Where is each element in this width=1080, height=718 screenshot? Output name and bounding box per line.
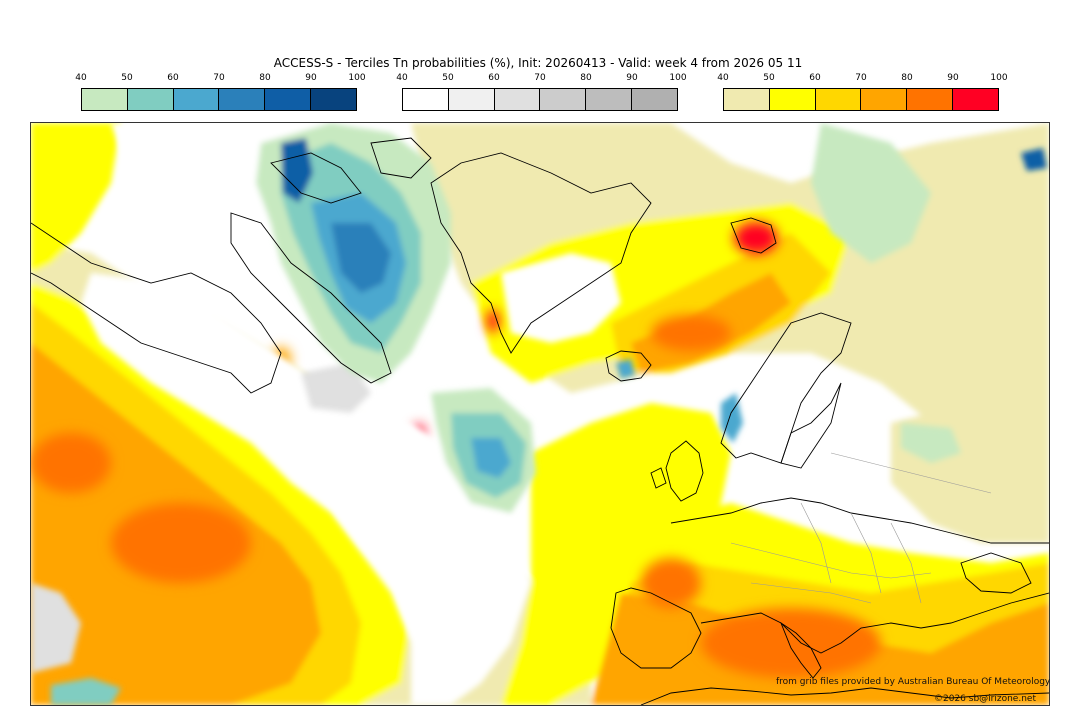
legend-tick: 50 [763,73,775,83]
legend-tick: 100 [990,73,1008,83]
coast-labrador [31,222,282,394]
copyright-credit: ©2026 sb@irizone.net [934,694,1036,704]
legend-tick: 80 [259,73,271,83]
legend-tick: 60 [488,73,500,83]
field-yellow-labrador [31,123,121,273]
hotspot-norway-darkorange [651,315,731,351]
field-white-greenland [501,253,621,343]
legend-swatch [815,89,862,110]
legend-tick: 100 [669,73,687,83]
map-canvas [31,123,1049,705]
legend-swatch [907,89,954,110]
legend-above-normal: 40 50 60 70 80 90 100 [717,73,1008,113]
field-teal-sw [51,678,121,705]
coast-scandinavia [720,312,852,464]
legend-swatch [724,89,770,110]
coast-baltic [780,382,842,469]
legend-tick: 70 [534,73,546,83]
legend-above-normal-ticks: 40 50 60 70 80 90 100 [713,73,1009,85]
coast-black-sea [960,552,1032,594]
hotspot-iberia-darkorange [641,558,701,608]
legend-tick: 80 [580,73,592,83]
hotspot-layer [31,222,881,678]
legend-near-normal: 40 50 60 70 80 90 100 [396,73,687,113]
legend-swatch [403,89,449,110]
hotspot-svalbard-red [734,222,778,254]
legend-near-normal-ticks: 40 50 60 70 80 90 100 [392,73,688,85]
border-layer [730,452,992,604]
coast-north-africa [640,687,1049,705]
legend-swatch [632,89,677,110]
legend-below-normal: 40 50 60 70 80 90 100 [75,73,366,113]
legend-swatch [127,89,174,110]
hotspot-atlantic-darkorange [111,503,251,583]
legend-near-normal-colorbar [402,88,678,111]
legend-tick: 40 [75,73,87,83]
field-blue-atlantic-cold [471,438,511,478]
legend-swatch [861,89,908,110]
legend-below-normal-colorbar [81,88,357,111]
field-grey-sw [31,583,81,673]
probability-map [30,122,1050,706]
country-borders [730,452,992,604]
legend-tick: 80 [901,73,913,83]
field-green-ural [811,123,931,263]
field-grey-north-atlantic [301,363,371,413]
field-white-mid-atlantic [81,273,531,705]
legend-swatch [448,89,495,110]
hotspot-atlantic-darkorange-2 [31,433,111,493]
field-pale-east-europe [891,383,1049,543]
legend-tick: 60 [167,73,179,83]
coast-british-isles [650,440,704,502]
legend-tick: 50 [121,73,133,83]
legend-swatch [494,89,541,110]
hotspot-med-darkorange [701,608,881,678]
legend-swatch [586,89,633,110]
legend-tick: 90 [947,73,959,83]
hotspot-greenland-red [487,309,499,333]
field-darkblue-siberia [1021,148,1047,171]
legend-swatch [953,89,998,110]
legend-tick: 70 [213,73,225,83]
legend-below-normal-ticks: 40 50 60 70 80 90 100 [71,73,367,85]
legend-tick: 90 [626,73,638,83]
legend-swatch [219,89,266,110]
legend-swatch [540,89,587,110]
legend-tick: 40 [717,73,729,83]
coast-greenland [430,152,652,354]
field-blue-norway [721,393,743,443]
coastline-layer [31,137,1049,705]
legend-tick: 100 [348,73,366,83]
coast-iberia [610,587,702,669]
coldspot-layer [31,123,1047,705]
coast-baffin-island [230,212,392,384]
legend-tick: 40 [396,73,408,83]
chart-title: ACCESS-S - Terciles Tn probabilities (%)… [273,56,803,70]
legend-swatch [769,89,816,110]
legend-tick: 60 [809,73,821,83]
coast-italy [780,621,822,679]
legend-above-normal-colorbar [723,88,999,111]
source-credit: from grib files provided by Australian B… [776,677,1051,687]
legend-swatch [82,89,128,110]
legend-swatch [311,89,356,110]
field-blue-iceland [616,359,635,379]
coast-svalbard [730,217,777,254]
legend-tick: 70 [855,73,867,83]
coast-arctic-islands [270,137,432,204]
field-green-east-europe [901,423,961,463]
legend-swatch [265,89,312,110]
legend-tick: 50 [442,73,454,83]
legend-swatch [173,89,220,110]
coast-iceland [605,350,652,382]
legend-tick: 90 [305,73,317,83]
field-midblue-arctic-canada [331,223,391,293]
field-yellow-east-atlantic [501,403,731,705]
coast-europe-west [670,497,1049,544]
coast-mediterranean-north [700,592,1049,654]
